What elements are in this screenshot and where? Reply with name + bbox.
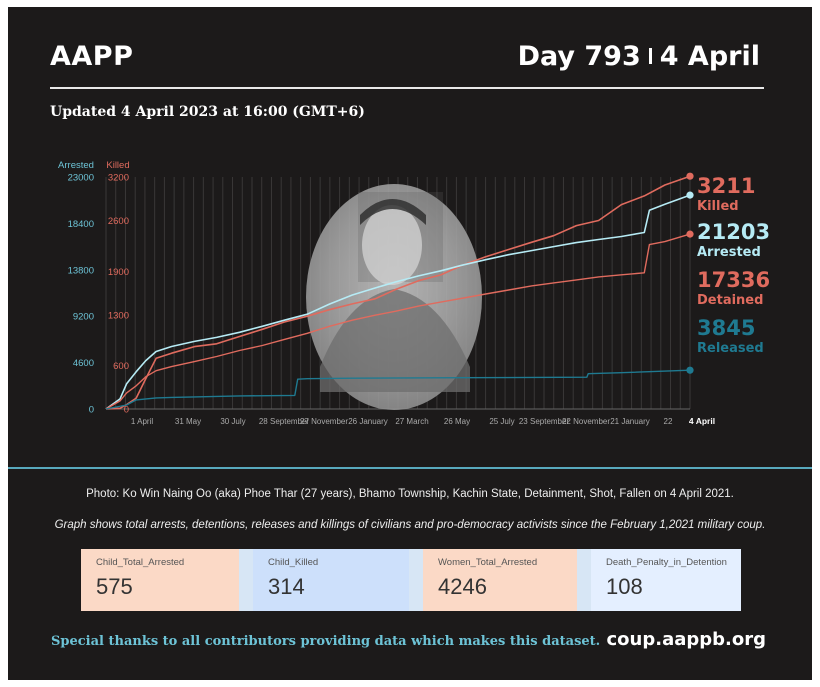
series-end-point-detained <box>686 230 694 238</box>
series-end-point-arrested <box>686 191 694 199</box>
thanks-note: Special thanks to all contributors provi… <box>51 634 601 649</box>
stat-label: Child_Total_Arrested <box>96 557 185 568</box>
right-tick-label: 3200 <box>108 173 129 184</box>
series-line-released <box>105 369 691 410</box>
updated-timestamp: Updated 4 April 2023 at 16:00 (GMT+6) <box>50 104 365 120</box>
cumulative-chart: Arrested Killed 0 4600 9200 13800 18400 23000… <box>58 160 770 426</box>
series-end-name-killed: Killed <box>697 199 739 214</box>
portrait-photo-icon <box>306 184 482 410</box>
stat-card-child-arrested: Child_Total_Arrested 575 <box>81 549 239 611</box>
chart-series <box>105 172 694 410</box>
left-axis-title: Arrested <box>58 160 94 171</box>
day-label: Day 793 <box>517 41 641 72</box>
x-tick-label: 22 November <box>562 417 610 426</box>
stat-label: Death_Penalty_in_Detention <box>606 557 727 568</box>
stat-value: 575 <box>96 574 133 599</box>
stat-card-women-arrested: Women_Total_Arrested 4246 <box>423 549 577 611</box>
chart-axes: Arrested Killed 0 4600 9200 13800 18400 23000… <box>58 160 715 426</box>
right-tick-label: 1900 <box>108 267 129 278</box>
x-tick-label: 21 January <box>610 417 650 426</box>
series-end-name-released: Released <box>697 341 764 356</box>
x-tick-label: 31 May <box>175 417 201 426</box>
infographic-panel: AAPP Day 793 4 April Updated 4 April 2023… <box>8 7 812 680</box>
x-tick-label: 26 January <box>348 417 388 426</box>
series-line-detained <box>105 233 691 410</box>
left-tick-label: 9200 <box>73 312 94 323</box>
left-tick-label: 23000 <box>68 173 94 184</box>
separator-bar <box>648 48 652 64</box>
stat-card-child-killed: Child_Killed 314 <box>253 549 409 611</box>
org-title: AAPP <box>50 41 134 72</box>
section-divider <box>8 467 812 469</box>
stat-label: Child_Killed <box>268 557 319 568</box>
x-tick-label: 1 April <box>131 417 153 426</box>
stats-bar: Child_Total_Arrested 575 Child_Killed 31… <box>81 549 741 611</box>
stat-value: 108 <box>606 574 643 599</box>
series-end-value-detained: 17336 <box>697 268 770 292</box>
photo-face <box>362 205 422 285</box>
x-tick-label: 26 May <box>444 417 470 426</box>
title-rule <box>50 87 764 89</box>
right-tick-label: 2600 <box>108 216 129 227</box>
x-tick-label: 27 November <box>300 417 348 426</box>
stat-card-death-penalty: Death_Penalty_in_Detention 108 <box>591 549 741 611</box>
stat-separator <box>577 549 591 611</box>
graph-caption: Graph shows total arrests, detentions, r… <box>54 519 766 531</box>
photo-hair <box>360 199 426 225</box>
series-line-killed <box>105 175 691 410</box>
x-tick-label: 23 September <box>519 417 570 426</box>
series-end-point-killed <box>686 172 694 180</box>
right-tick-label: 0 <box>124 405 129 416</box>
left-tick-label: 18400 <box>68 219 94 230</box>
series-end-point-released <box>686 366 694 374</box>
x-tick-label: 30 July <box>220 417 245 426</box>
photo-caption: Photo: Ko Win Naing Oo (aka) Phoe Thar (… <box>86 488 734 500</box>
left-tick-label: 13800 <box>68 265 94 276</box>
right-tick-label: 600 <box>113 361 129 372</box>
x-tick-label: 22 <box>664 417 673 426</box>
series-end-name-arrested: Arrested <box>697 245 761 260</box>
left-tick-label: 4600 <box>73 358 94 369</box>
series-end-value-killed: 3211 <box>697 174 755 198</box>
right-tick-label: 1300 <box>108 310 129 321</box>
x-tick-label: 4 April <box>689 416 715 426</box>
series-end-name-detained: Detained <box>697 293 763 308</box>
left-tick-label: 0 <box>89 405 94 416</box>
stat-label: Women_Total_Arrested <box>438 557 538 568</box>
x-tick-label: 27 March <box>395 417 428 426</box>
series-end-value-released: 3845 <box>697 316 755 340</box>
x-tick-label: 28 September <box>259 417 310 426</box>
stat-value: 4246 <box>438 574 487 599</box>
stat-value: 314 <box>268 574 305 599</box>
series-end-value-arrested: 21203 <box>697 220 770 244</box>
series-line-arrested <box>105 194 691 410</box>
site-link[interactable]: coup.aappb.org <box>606 629 767 650</box>
stat-separator <box>409 549 423 611</box>
right-axis-title: Killed <box>106 160 129 171</box>
stat-separator <box>239 549 253 611</box>
date-label: 4 April <box>659 41 760 72</box>
day-counter: Day 793 4 April <box>518 41 760 72</box>
photo-shirt <box>320 289 470 392</box>
x-tick-label: 25 July <box>489 417 514 426</box>
